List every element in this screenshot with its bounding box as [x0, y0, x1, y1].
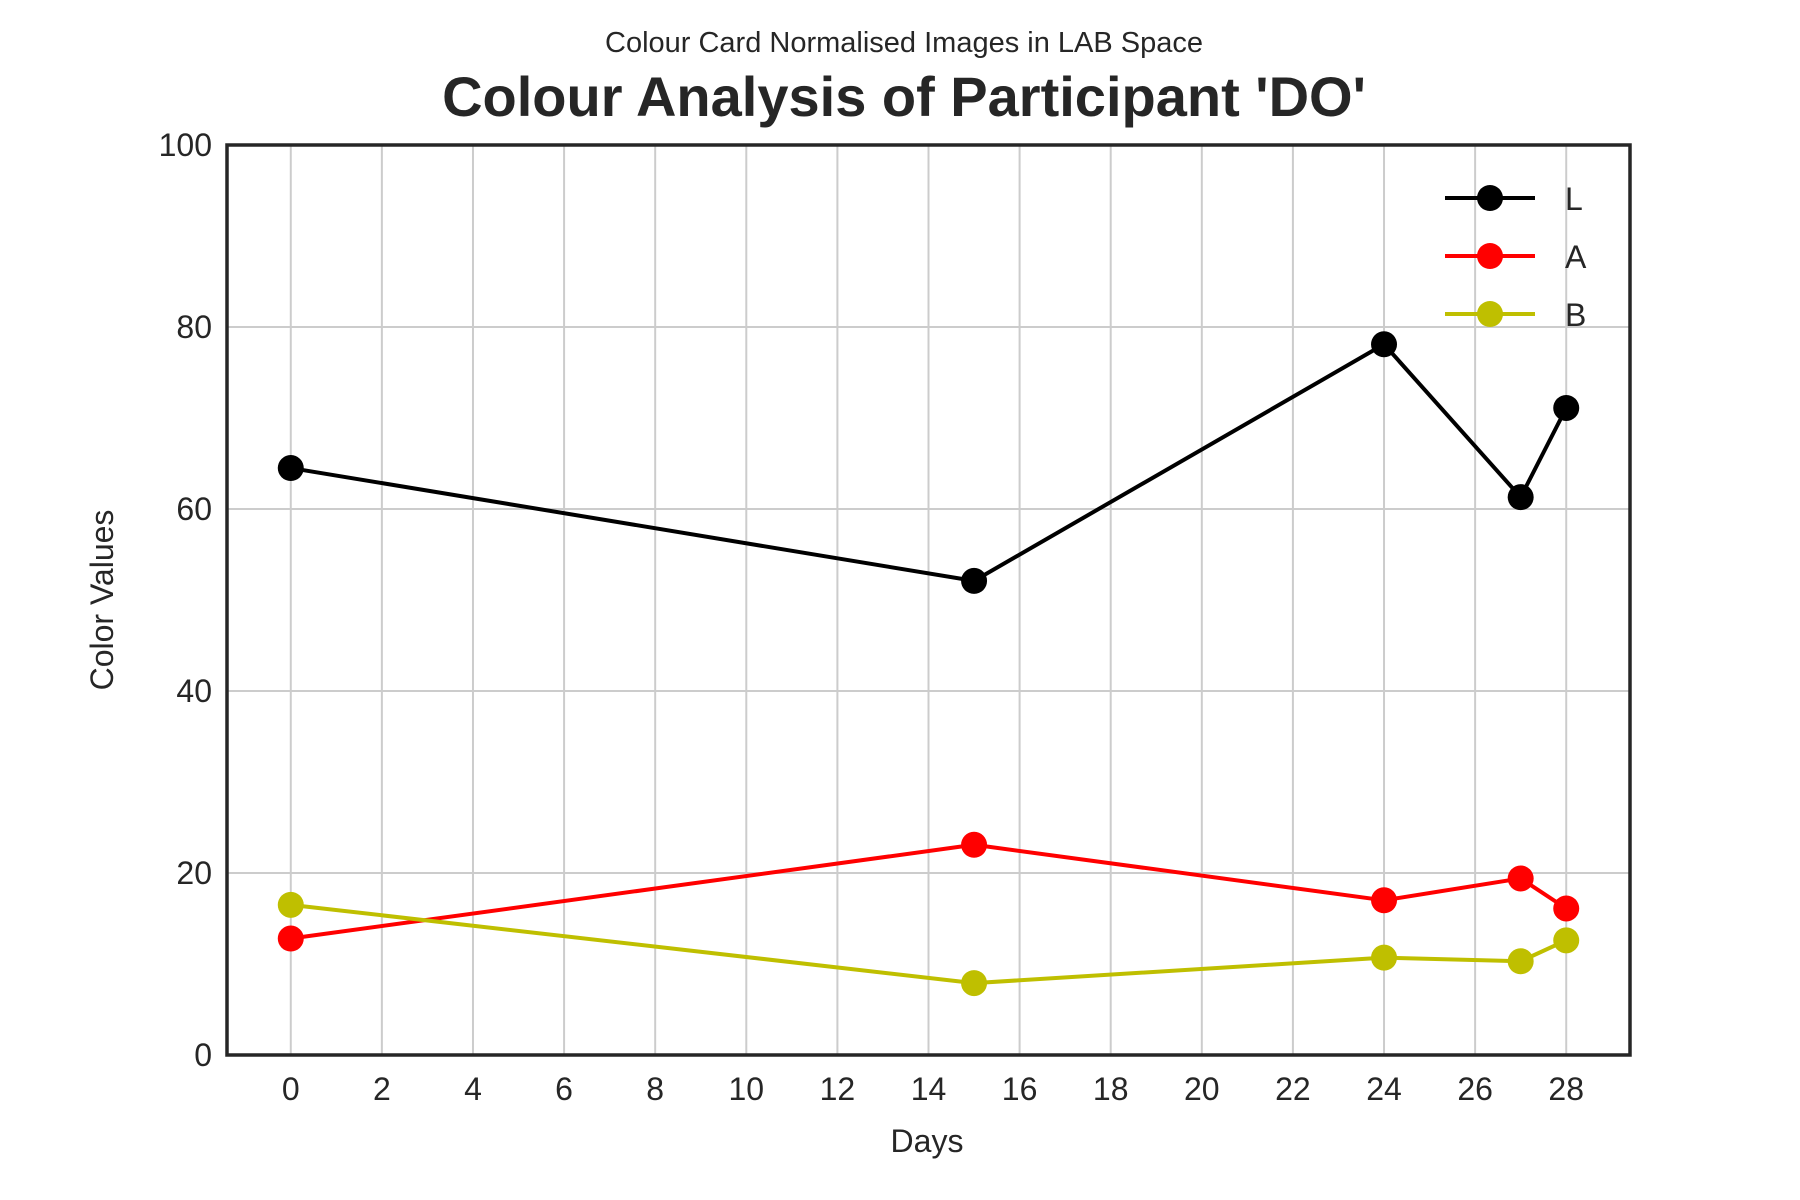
x-tick-label: 18 [1093, 1071, 1129, 1107]
y-tick-label: 100 [159, 127, 212, 163]
x-tick-label: 24 [1366, 1071, 1402, 1107]
data-point-a [961, 831, 988, 858]
plot-frame [225, 143, 1632, 1057]
chart-subtitle: Colour Card Normalised Images in LAB Spa… [605, 27, 1203, 59]
y-axis-label: Color Values [84, 510, 120, 691]
legend-marker-l [1477, 185, 1503, 211]
x-tick-label: 2 [373, 1071, 391, 1107]
y-tick-label: 40 [176, 673, 212, 709]
data-point-l [1371, 331, 1398, 358]
x-axis-label: Days [891, 1123, 964, 1159]
series-layer [277, 331, 1580, 997]
data-point-b [961, 970, 988, 997]
legend-marker-a [1477, 243, 1503, 269]
x-tick-label: 22 [1275, 1071, 1311, 1107]
y-tick-label: 20 [176, 855, 212, 891]
legend: LAB [1445, 181, 1587, 333]
chart-title: Colour Analysis of Participant 'DO' [442, 65, 1366, 128]
x-tick-label: 14 [911, 1071, 947, 1107]
legend-label-b: B [1565, 297, 1586, 333]
data-point-b [1371, 944, 1398, 971]
legend-marker-b [1477, 301, 1503, 327]
y-tick-label: 80 [176, 309, 212, 345]
x-tick-label: 4 [464, 1071, 482, 1107]
data-point-a [277, 925, 304, 952]
x-tick-label: 12 [820, 1071, 856, 1107]
x-tick-label: 16 [1002, 1071, 1038, 1107]
data-point-a [1371, 887, 1398, 914]
x-tick-label: 28 [1548, 1071, 1584, 1107]
x-tick-label: 10 [728, 1071, 764, 1107]
data-point-b [1553, 927, 1580, 954]
data-point-a [1553, 895, 1580, 922]
legend-label-l: L [1565, 181, 1583, 217]
data-point-l [1553, 394, 1580, 421]
y-tick-label: 0 [194, 1037, 212, 1073]
y-axis-ticks: 0 20 40 60 80 100 [159, 127, 212, 1073]
y-tick-label: 60 [176, 491, 212, 527]
data-point-a [1507, 865, 1534, 892]
x-tick-label: 6 [555, 1071, 573, 1107]
data-point-l [1507, 484, 1534, 511]
x-tick-label: 0 [282, 1071, 300, 1107]
x-tick-label: 8 [646, 1071, 664, 1107]
data-point-l [961, 567, 988, 594]
data-point-b [1507, 948, 1534, 975]
data-point-l [277, 455, 304, 482]
legend-label-a: A [1565, 239, 1587, 275]
x-axis-ticks: 0 2 4 6 8 10 12 14 16 18 20 22 24 26 28 [282, 1071, 1584, 1107]
x-tick-label: 26 [1457, 1071, 1493, 1107]
data-point-b [277, 891, 304, 918]
grid [227, 145, 1630, 1055]
x-tick-label: 20 [1184, 1071, 1220, 1107]
